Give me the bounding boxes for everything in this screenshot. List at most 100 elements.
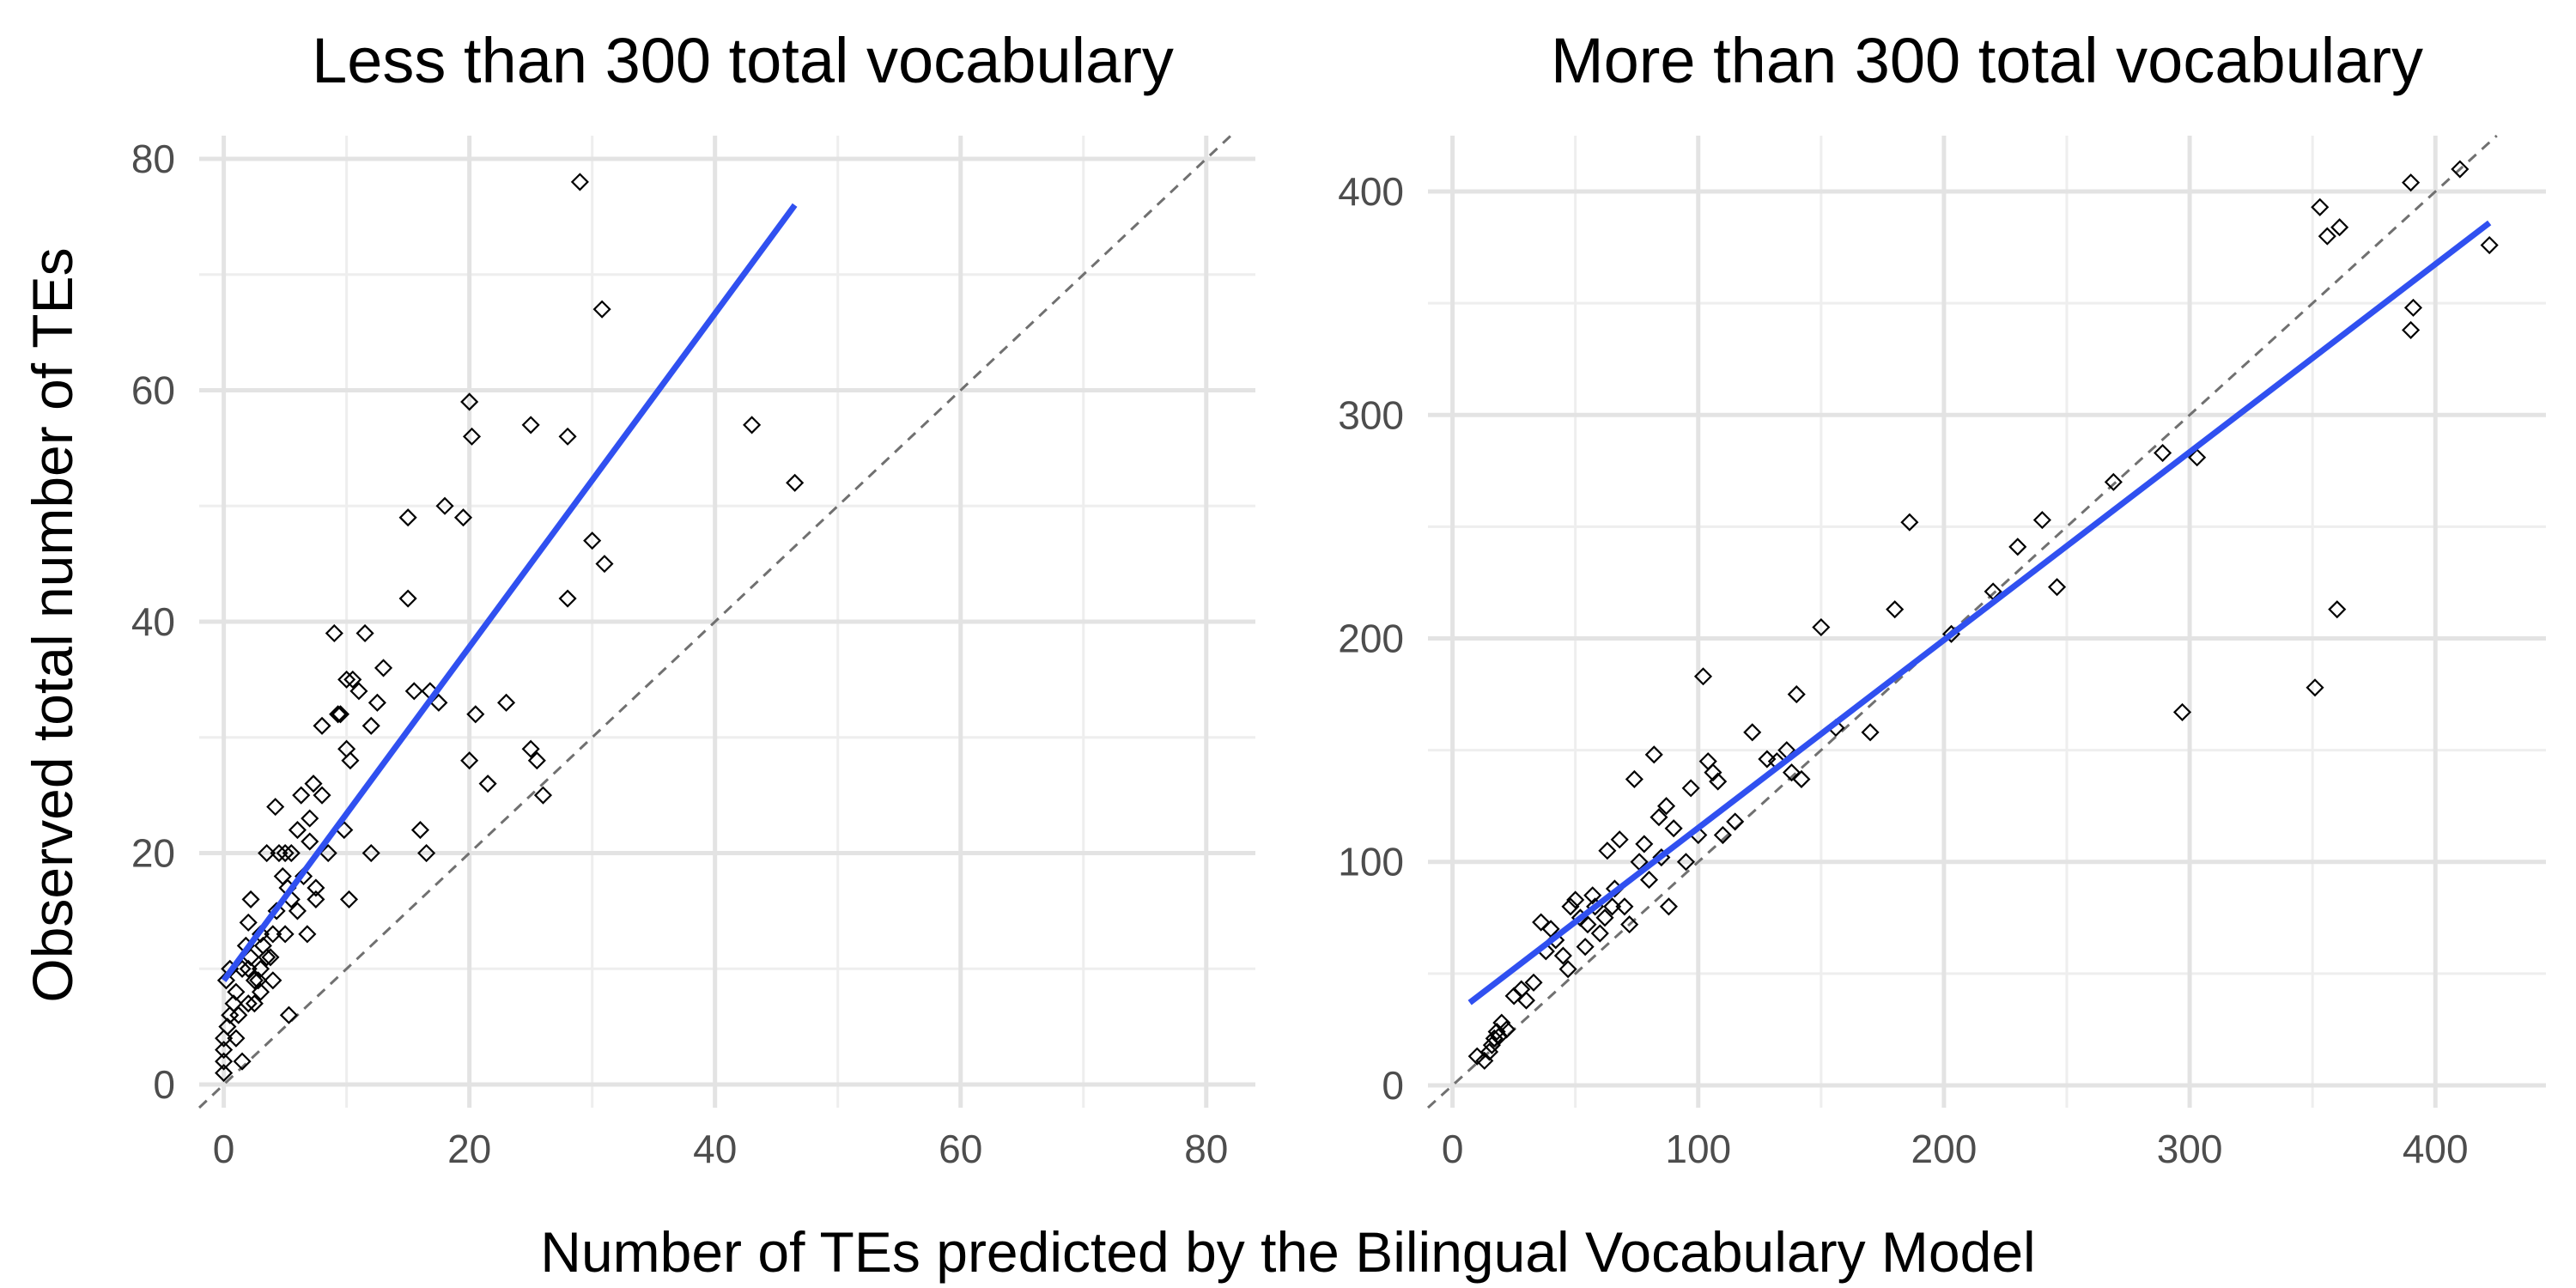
data-point	[1553, 946, 1572, 965]
data-point	[1782, 763, 1801, 782]
data-point	[249, 971, 268, 990]
y-tick-label: 0	[153, 1062, 175, 1107]
data-point	[460, 751, 479, 770]
data-point	[1743, 723, 1762, 742]
data-point	[241, 890, 260, 908]
data-point	[239, 959, 258, 978]
y-tick-label: 60	[131, 368, 175, 412]
data-point	[1490, 1027, 1509, 1046]
data-point	[497, 693, 516, 712]
data-point	[1657, 797, 1676, 816]
data-point	[2188, 448, 2207, 467]
data-point	[2306, 678, 2324, 697]
data-point	[245, 994, 264, 1013]
data-point	[233, 1052, 252, 1071]
data-point	[361, 716, 380, 735]
data-point	[1492, 1013, 1511, 1032]
data-point	[1532, 913, 1551, 932]
data-point	[1726, 812, 1745, 831]
data-point	[1704, 763, 1722, 782]
data-point	[570, 173, 589, 191]
data-point	[410, 821, 429, 840]
data-point	[1561, 897, 1580, 916]
data-point	[251, 959, 270, 978]
data-point	[1625, 769, 1643, 789]
data-point	[521, 739, 540, 758]
y-tick-label: 80	[131, 137, 175, 181]
data-point	[1498, 1020, 1516, 1039]
y-tick-label: 20	[131, 831, 175, 876]
data-point	[331, 705, 350, 724]
data-point	[521, 416, 540, 434]
data-point	[1644, 745, 1663, 764]
data-point	[301, 832, 319, 851]
data-point	[533, 786, 553, 805]
data-point	[227, 982, 246, 1001]
data-point	[2032, 511, 2051, 530]
data-point	[2328, 600, 2347, 619]
data-point	[215, 1029, 234, 1048]
data-point	[341, 751, 360, 770]
data-point	[1812, 617, 1831, 637]
data-point	[295, 866, 313, 886]
data-point	[460, 392, 479, 411]
data-point	[361, 843, 380, 863]
data-point	[276, 843, 295, 863]
data-point	[216, 971, 236, 990]
data-point	[592, 300, 611, 319]
data-point	[1792, 769, 1811, 789]
x-tick-label: 200	[1911, 1127, 1978, 1171]
data-point	[276, 925, 295, 944]
data-point	[1578, 915, 1597, 934]
data-point	[227, 1029, 246, 1048]
data-point	[304, 775, 323, 793]
y-axis-label: Observed total number of TEs	[21, 247, 84, 1002]
data-point	[239, 994, 258, 1013]
data-point	[1659, 897, 1678, 916]
data-point	[266, 798, 285, 817]
data-point	[1681, 779, 1700, 798]
y-tick-label: 100	[1338, 840, 1404, 884]
data-point	[1603, 897, 1622, 916]
data-point	[558, 427, 577, 446]
x-tick-label: 400	[2403, 1127, 2469, 1171]
data-point	[1516, 991, 1536, 1010]
data-point	[404, 682, 423, 701]
data-point	[1709, 772, 1728, 791]
panel-right: 0 100 200 300 400 0 100 200 300 400 More than 300 …	[1338, 25, 2546, 1171]
data-point	[258, 948, 276, 967]
data-point	[288, 902, 307, 920]
data-point	[215, 1041, 234, 1060]
data-point	[313, 786, 331, 805]
data-point	[595, 555, 614, 574]
x-tick-label: 0	[213, 1127, 235, 1171]
data-point	[282, 843, 301, 863]
data-point	[398, 589, 417, 608]
data-point	[270, 843, 289, 863]
data-point	[339, 890, 359, 908]
data-point	[1566, 890, 1585, 909]
data-point	[786, 473, 805, 492]
data-point	[1758, 750, 1777, 769]
data-point	[264, 925, 283, 944]
data-point	[1598, 841, 1617, 860]
data-point	[307, 878, 325, 897]
data-point	[1590, 924, 1609, 943]
data-point	[398, 508, 417, 527]
x-tick-label: 0	[1442, 1127, 1464, 1171]
data-point	[1886, 600, 1905, 619]
data-point	[1693, 667, 1713, 686]
identity-reference-line	[197, 134, 1232, 1109]
panel-left: 0 20 40 60 80 0 20 40 60 80 Less than 300 total vo…	[131, 25, 1255, 1171]
y-tick-label: 200	[1338, 617, 1404, 661]
panel-title: More than 300 total vocabulary	[1551, 25, 2423, 96]
data-point	[313, 716, 331, 735]
data-point	[1676, 853, 1696, 872]
data-point	[2172, 702, 2192, 721]
x-tick-label: 80	[1184, 1127, 1228, 1171]
data-point	[583, 532, 602, 550]
data-point	[478, 775, 497, 793]
y-tick-label: 400	[1338, 169, 1404, 214]
x-axis-label: Number of TEs predicted by the Bilingual…	[540, 1220, 2035, 1284]
x-tick-label: 100	[1665, 1127, 1731, 1171]
